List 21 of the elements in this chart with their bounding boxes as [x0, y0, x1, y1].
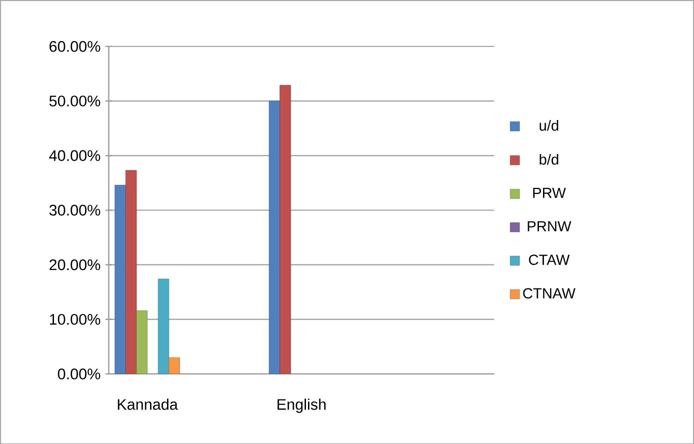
x-tick-label: Kannada — [118, 398, 178, 410]
legend-label: u/d — [540, 120, 558, 131]
bar — [126, 170, 137, 374]
y-tick-label: 20.00% — [50, 259, 100, 270]
legend-label: CTAW — [528, 254, 570, 265]
bar — [158, 278, 170, 374]
bar — [280, 84, 291, 374]
y-tick-label: 40.00% — [49, 150, 100, 161]
x-tick-label: English — [278, 398, 326, 413]
legend-label: PRW — [533, 188, 566, 198]
legend-label: PRNW — [528, 221, 572, 232]
legend-label: CTNAW — [523, 288, 576, 298]
legend-label: b/d — [540, 154, 558, 165]
y-tick-label: 0.00% — [58, 368, 100, 380]
y-tick-label: 50.00% — [49, 95, 100, 106]
bar — [268, 100, 280, 374]
bar — [114, 184, 126, 374]
bar — [168, 357, 180, 374]
y-tick-label: 60.00% — [50, 40, 100, 52]
y-tick-label: 30.00% — [49, 204, 100, 216]
y-tick-label: 10.00% — [50, 314, 100, 325]
